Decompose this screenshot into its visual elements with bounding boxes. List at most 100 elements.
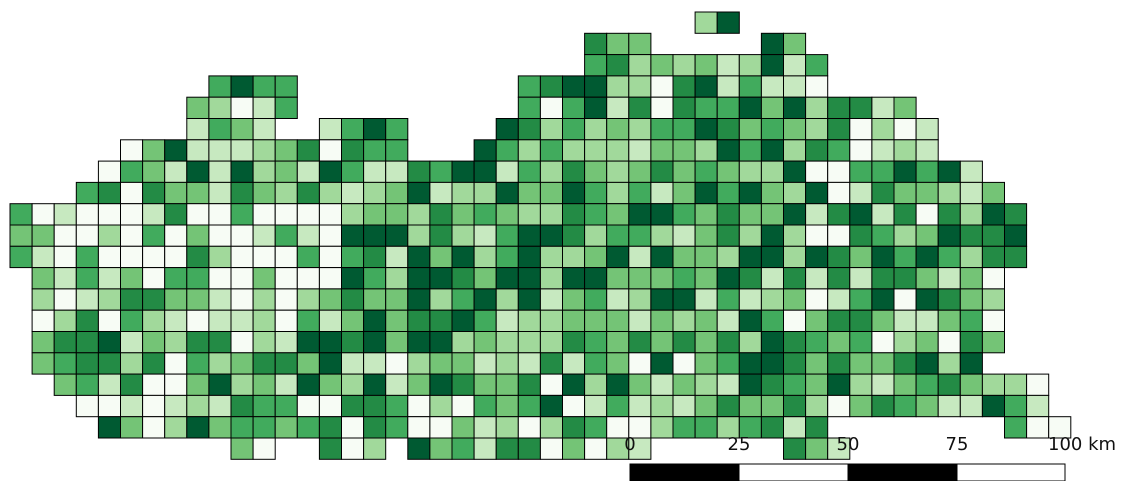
grid-cell (827, 437, 851, 460)
grid-cell (539, 416, 564, 439)
grid-cell (385, 416, 409, 439)
grid-cell (628, 352, 652, 375)
grid-cell (318, 437, 342, 460)
grid-cell (783, 267, 807, 290)
grid-cell (805, 203, 829, 226)
grid-cell (252, 245, 276, 269)
grid-cell (451, 267, 475, 290)
grid-cell (760, 181, 785, 205)
grid-cell (97, 160, 122, 183)
grid-cell (716, 11, 740, 34)
grid-cell (75, 373, 99, 396)
grid-cell (186, 309, 210, 333)
grid-cell (1026, 394, 1050, 418)
grid-cell (849, 139, 873, 162)
grid-cell (628, 160, 652, 183)
grid-cell (208, 181, 232, 205)
grid-cell (959, 224, 983, 247)
grid-cell (959, 373, 983, 396)
grid-cell (97, 203, 122, 226)
grid-cell (495, 352, 519, 375)
grid-cell (142, 181, 166, 205)
grid-cell (517, 394, 541, 418)
grid-cell (164, 139, 188, 162)
grid-cell (363, 245, 387, 269)
grid-cell (318, 331, 342, 354)
grid-cell (650, 416, 674, 439)
grid-cell (937, 203, 961, 226)
grid-cell (363, 160, 387, 183)
grid-cell (120, 181, 144, 205)
grid-cell (694, 267, 718, 290)
grid-cell (915, 245, 939, 269)
grid-cell (385, 203, 409, 226)
grid-cell (208, 373, 232, 396)
grid-cell (451, 416, 475, 439)
grid-cell (738, 203, 762, 226)
grid-cell (517, 352, 541, 375)
grid-cell (562, 331, 586, 354)
grid-cell (760, 75, 785, 98)
grid-cell (53, 331, 77, 354)
grid-cell (893, 160, 917, 183)
grid-cell (120, 267, 144, 290)
grid-cell (230, 203, 254, 226)
grid-cell (893, 352, 917, 375)
grid-cell (429, 309, 453, 333)
grid-cell (539, 245, 564, 269)
grid-cell (230, 139, 254, 162)
grid-cell (495, 331, 519, 354)
grid-cell (716, 224, 740, 247)
grid-cell (959, 181, 983, 205)
grid-cell (385, 160, 409, 183)
grid-cell (142, 373, 166, 396)
grid-cell (1004, 416, 1028, 439)
grid-cell (341, 373, 365, 396)
grid-cell (849, 309, 873, 333)
grid-cell (142, 139, 166, 162)
grid-cell (539, 224, 564, 247)
grid-cell (716, 309, 740, 333)
grid-cell (738, 288, 762, 311)
grid-cell (915, 160, 939, 183)
grid-cell (230, 373, 254, 396)
grid-cell (473, 267, 497, 290)
grid-cell (186, 245, 210, 269)
grid-cell (562, 394, 586, 418)
grid-cell (120, 416, 144, 439)
grid-cell (164, 203, 188, 226)
grid-cell (318, 288, 342, 311)
grid-cell (363, 139, 387, 162)
grid-cell (429, 416, 453, 439)
grid-cell (827, 331, 851, 354)
grid-cell (230, 224, 254, 247)
grid-cell (783, 352, 807, 375)
grid-cell (650, 288, 674, 311)
grid-cell (672, 118, 696, 141)
grid-cell (871, 373, 895, 396)
grid-cell (805, 160, 829, 183)
grid-cell (429, 160, 453, 183)
grid-cell (495, 288, 519, 311)
grid-cell (451, 394, 475, 418)
grid-cell (805, 394, 829, 418)
grid-cell (827, 181, 851, 205)
grid-cell (562, 373, 586, 396)
grid-cell (363, 416, 387, 439)
grid-cell (959, 331, 983, 354)
grid-cell (672, 181, 696, 205)
grid-cell (407, 288, 431, 311)
grid-cell (407, 224, 431, 247)
grid-cell (252, 331, 276, 354)
grid-cell (517, 373, 541, 396)
scale-bar: 0 25 50 75 100 km (624, 434, 1116, 481)
grid-cell (805, 331, 829, 354)
grid-cell (562, 160, 586, 183)
grid-cell (451, 373, 475, 396)
grid-cell (694, 75, 718, 98)
grid-cell (208, 309, 232, 333)
grid-cell (805, 352, 829, 375)
grid-cell (252, 118, 276, 141)
scale-label-25: 25 (728, 434, 751, 455)
grid-cell (186, 394, 210, 418)
